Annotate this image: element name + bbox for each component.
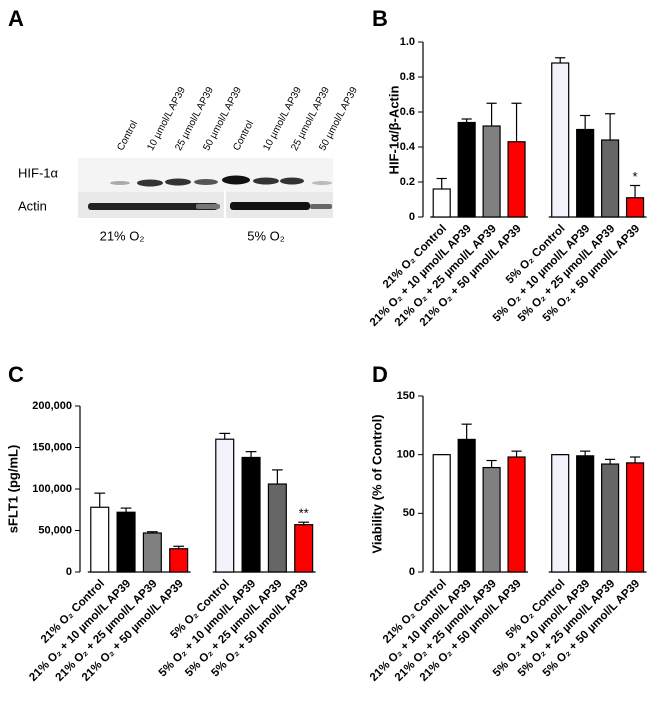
bar [457,121,476,218]
lane-label: Control [231,119,256,153]
bar [294,524,314,573]
y-tick-label: 0.4 [400,141,416,153]
bar [267,483,287,573]
bar [90,506,110,573]
panel-label: C [8,362,24,387]
y-tick-label: 0.6 [400,106,415,118]
y-tick-label: 0 [409,211,415,223]
y-tick-label: 50 [403,507,415,519]
x-tick-label: 5% O₂ + 25 µmol/L AP39 [516,578,618,680]
y-axis-label: HIF-1α/β-Actin [386,86,401,175]
bar [576,455,595,573]
group-label: 21% O₂ [100,228,145,243]
panel-label: D [372,362,388,387]
x-tick-label: 5% O₂ + 25 µmol/L AP39 [516,223,618,325]
lane-label: Control [115,119,140,153]
bar [241,456,261,573]
y-tick-label: 1.0 [400,36,415,48]
y-tick-label: 150,000 [32,441,72,453]
y-tick-label: 100 [397,449,415,461]
bar [432,454,451,573]
bar [601,463,620,573]
group-label: 5% O₂ [247,228,285,243]
bar [576,128,595,218]
bar [215,438,235,573]
y-tick-label: 50,000 [38,524,72,536]
bar [432,188,451,218]
y-axis-label: Viability (% of Control) [369,414,384,553]
bar [482,125,501,218]
y-tick-label: 100,000 [32,483,72,495]
bar [169,548,189,573]
bar [142,532,162,573]
y-tick-label: 0.8 [400,71,415,83]
y-tick-label: 0 [66,566,72,578]
row-label: Actin [18,198,47,213]
bar [457,438,476,573]
y-axis-label: sFLT1 (pg/mL) [5,445,20,534]
significance-marker: ** [299,506,309,521]
x-tick-label: 21% O₂ + 25 µmol/L AP39 [54,578,160,684]
bar [482,466,501,573]
y-tick-label: 0 [409,566,415,578]
row-label: HIF-1α [18,165,59,180]
x-tick-label: 21% O₂ + 25 µmol/L AP39 [393,223,499,329]
x-tick-label: 21% O₂ + 10 µmol/L AP39 [368,223,474,329]
bar [116,511,136,573]
bar [625,197,645,218]
blot-image [78,158,333,218]
x-tick-label: 21% O₂ + 25 µmol/L AP39 [393,578,499,684]
bar [625,462,645,573]
bar [551,454,570,573]
panel-label: B [372,6,388,31]
x-tick-label: 21% O₂ + 10 µmol/L AP39 [27,578,133,684]
y-tick-label: 150 [397,390,415,402]
x-tick-label: 21% O₂ + 10 µmol/L AP39 [368,578,474,684]
bar [551,62,570,218]
panel-label: A [8,6,24,31]
significance-marker: * [633,169,638,184]
y-tick-label: 200,000 [32,400,72,412]
y-tick-label: 0.2 [400,176,415,188]
bar [507,456,526,573]
bar [601,139,620,218]
bar [507,141,526,218]
